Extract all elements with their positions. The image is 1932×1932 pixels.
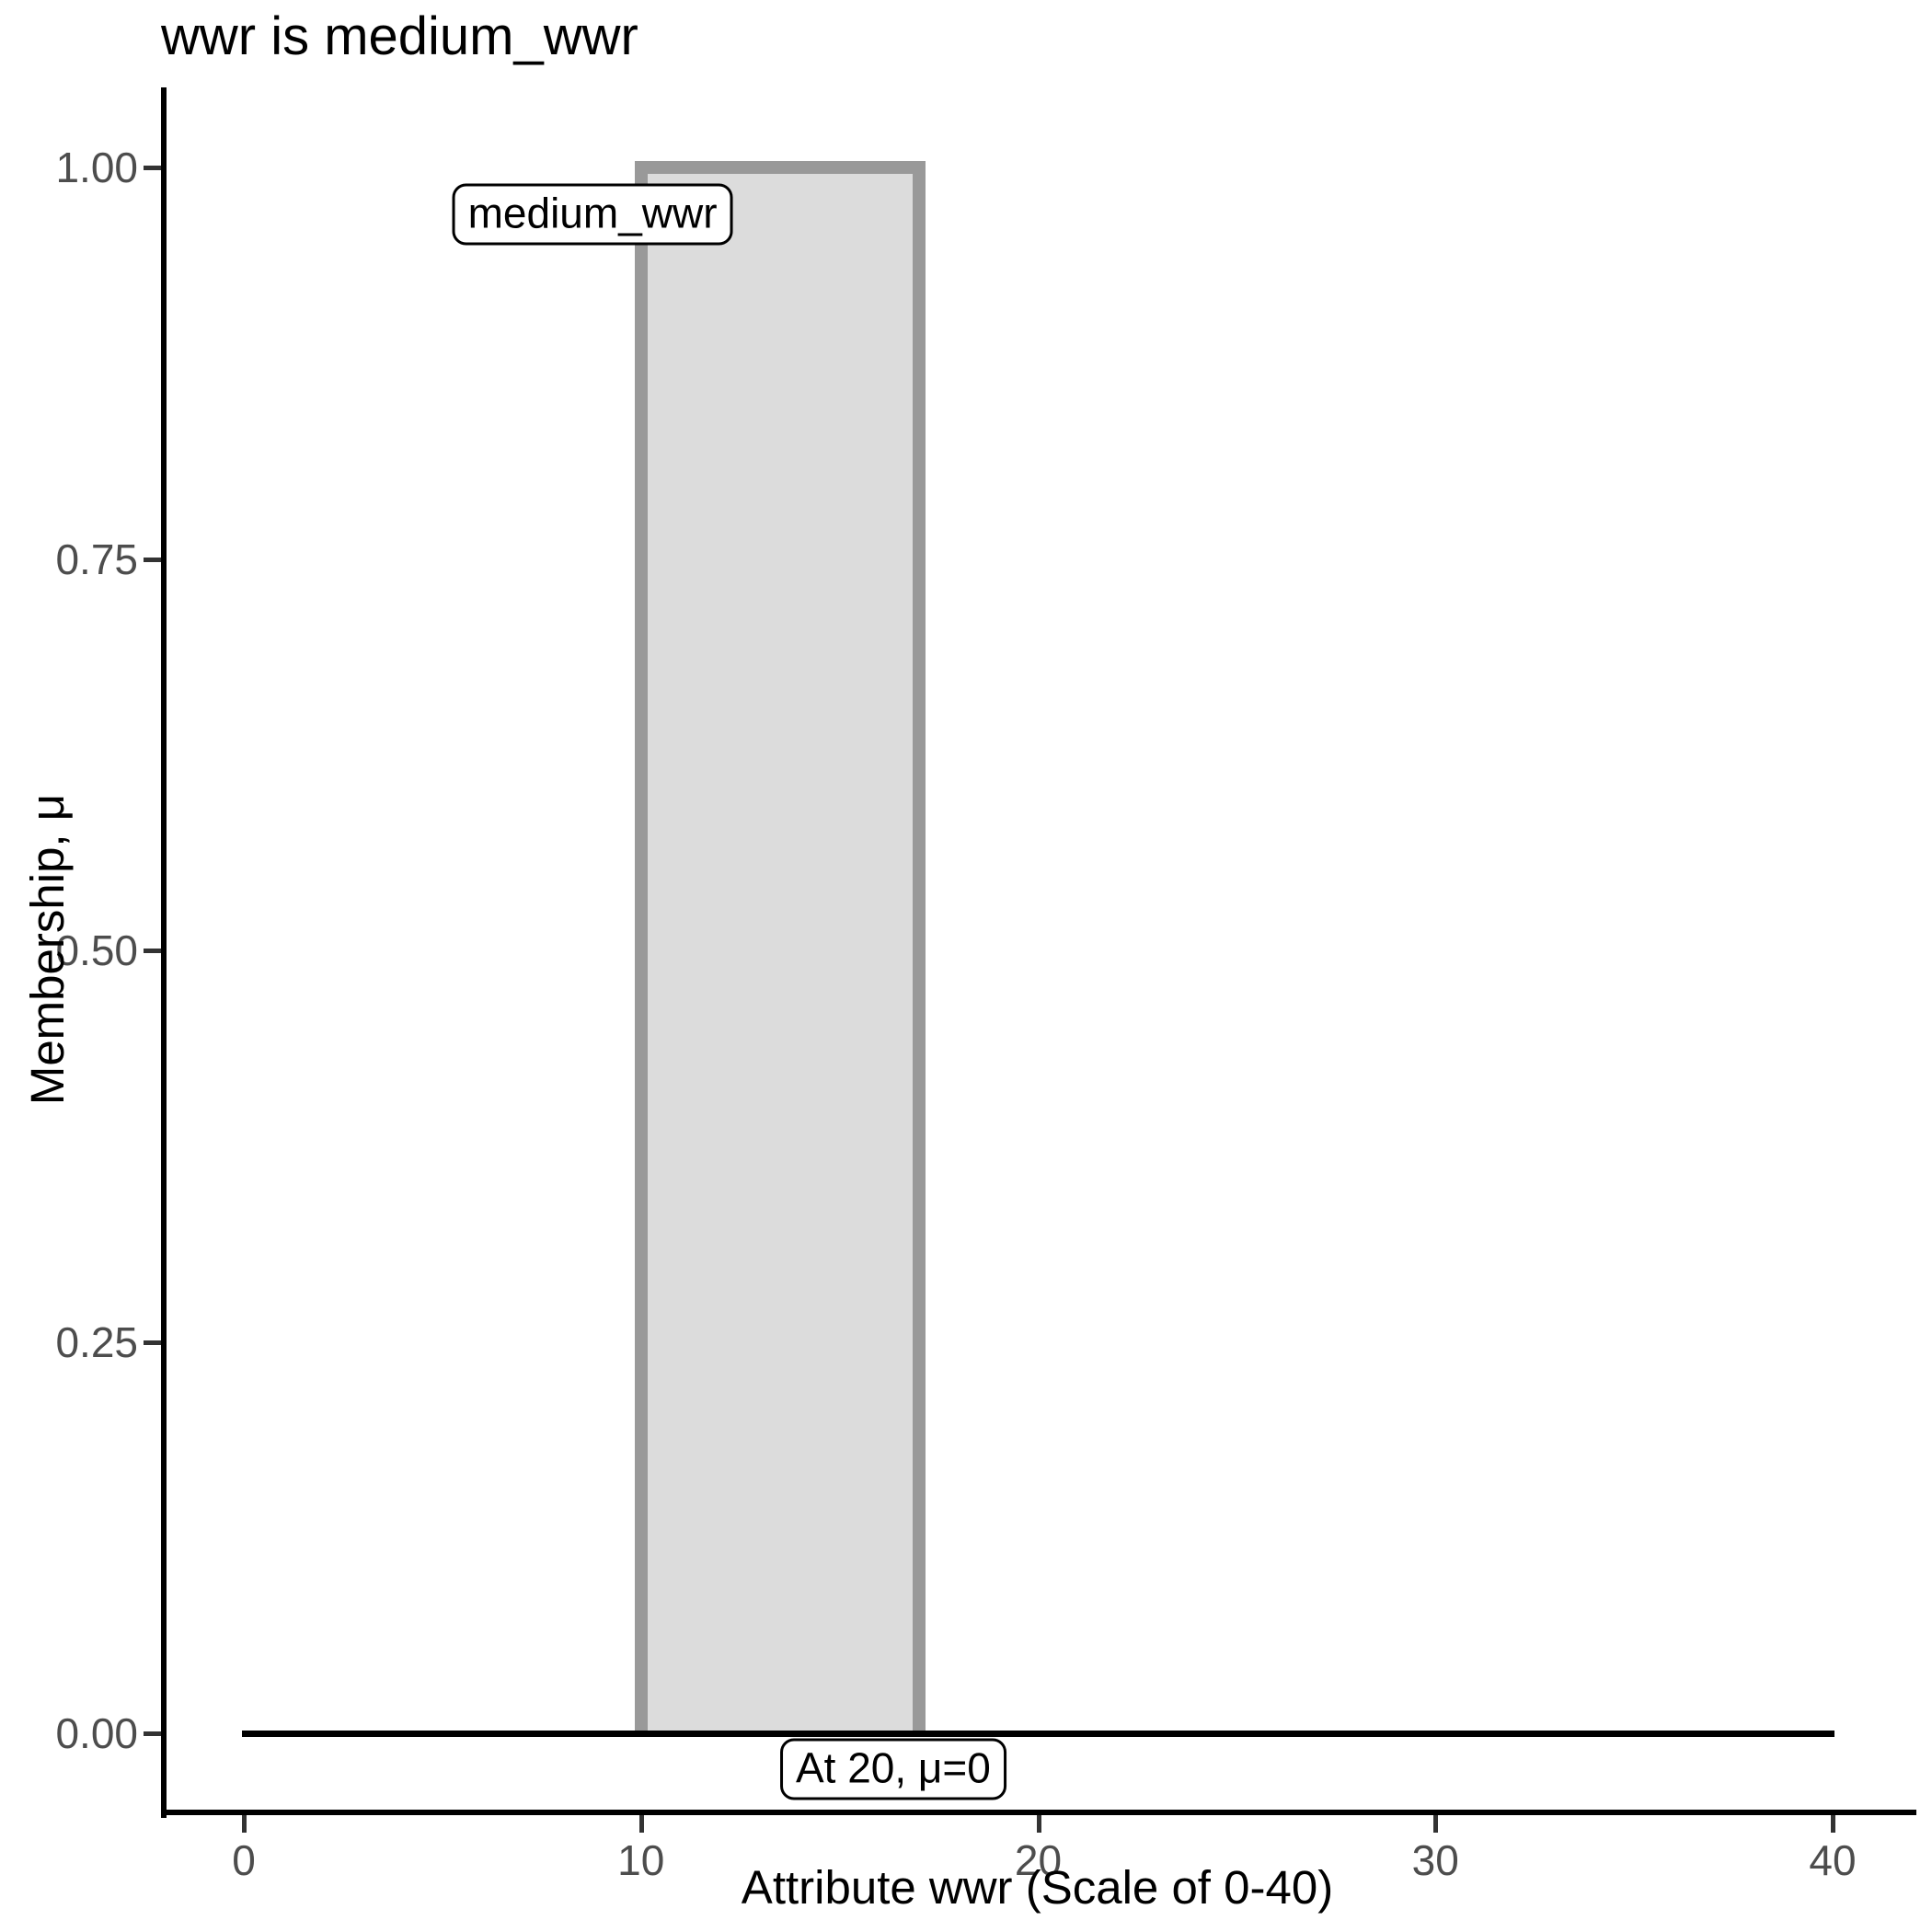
x-tick-mark xyxy=(1831,1815,1835,1833)
y-tick-mark xyxy=(144,166,161,170)
y-tick-label: 0.75 xyxy=(55,535,138,583)
fuzzy-set-rectangle xyxy=(634,161,926,1737)
y-tick-mark xyxy=(144,949,161,953)
x-tick-label: 10 xyxy=(617,1836,665,1884)
x-tick-mark xyxy=(242,1815,247,1833)
y-tick-label: 0.50 xyxy=(55,926,138,974)
annotation-label: medium_wwr xyxy=(452,183,733,246)
x-tick-mark xyxy=(1036,1815,1041,1833)
y-tick-mark xyxy=(144,1731,161,1736)
y-tick-label: 0.00 xyxy=(55,1709,138,1757)
zero-membership-line xyxy=(242,1731,1834,1737)
y-axis-title: Membership, μ xyxy=(21,793,74,1106)
annotation-label: At 20, μ=0 xyxy=(779,1738,1006,1800)
x-tick-label: 40 xyxy=(1809,1836,1857,1884)
y-tick-mark xyxy=(144,1340,161,1345)
x-tick-label: 20 xyxy=(1014,1836,1063,1884)
x-axis-line xyxy=(161,1810,1916,1815)
y-axis-line xyxy=(161,87,167,1818)
y-tick-label: 1.00 xyxy=(55,144,138,191)
chart-title: wwr is medium_wwr xyxy=(161,6,638,66)
y-tick-mark xyxy=(144,557,161,562)
y-tick-label: 0.25 xyxy=(55,1317,138,1366)
x-tick-label: 0 xyxy=(232,1836,256,1884)
x-tick-label: 30 xyxy=(1411,1836,1459,1884)
x-tick-mark xyxy=(638,1815,644,1833)
x-tick-mark xyxy=(1433,1815,1439,1833)
x-axis-title: Attribute wwr (Scale of 0-40) xyxy=(741,1861,1334,1914)
